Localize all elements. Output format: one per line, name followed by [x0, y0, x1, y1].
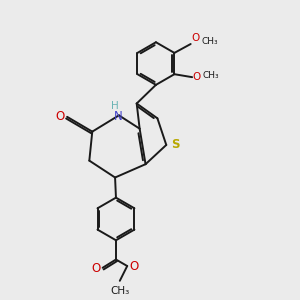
Text: O: O	[56, 110, 65, 123]
Text: CH₃: CH₃	[110, 286, 129, 296]
Text: CH₃: CH₃	[202, 71, 219, 80]
Text: O: O	[129, 260, 138, 272]
Text: S: S	[172, 138, 180, 152]
Text: O: O	[191, 33, 200, 43]
Text: O: O	[193, 72, 201, 82]
Text: CH₃: CH₃	[201, 37, 217, 46]
Text: O: O	[91, 262, 100, 275]
Text: H: H	[112, 101, 119, 111]
Text: N: N	[114, 110, 122, 123]
